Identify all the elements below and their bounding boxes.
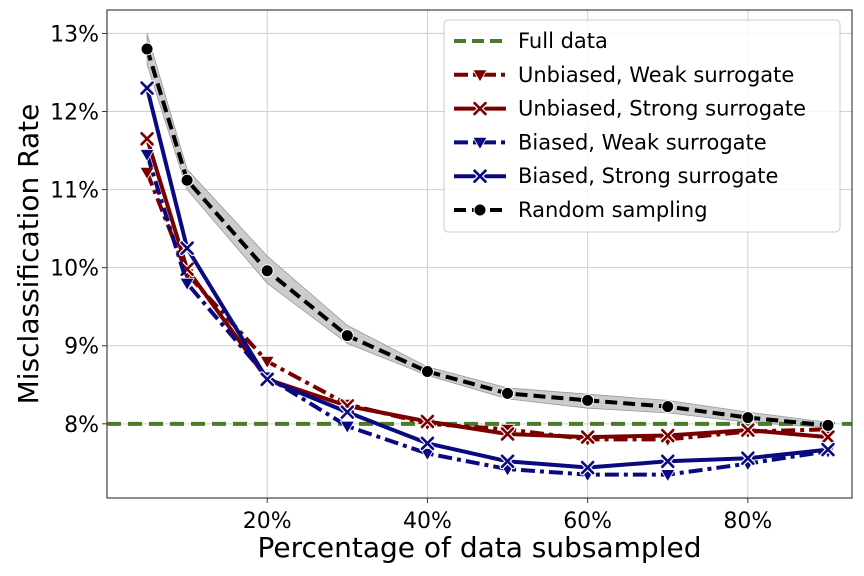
legend-label: Unbiased, Strong surrogate (518, 97, 806, 121)
series-1 (139, 130, 836, 446)
series-line (145, 138, 829, 440)
point-marker (139, 149, 155, 163)
point-marker (339, 420, 356, 434)
series-4 (140, 42, 835, 432)
y-axis-title: Misclassification Rate (12, 104, 45, 405)
point-marker (260, 264, 274, 278)
y-tick-label: 13% (50, 22, 99, 47)
point-marker (580, 430, 595, 444)
point-marker (473, 203, 487, 217)
point-marker (340, 405, 355, 419)
point-marker (139, 167, 155, 181)
legend-item: Biased, Strong surrogate (454, 164, 778, 188)
y-tick-label: 10% (50, 257, 99, 282)
legend-label: Full data (518, 29, 608, 53)
point-marker (741, 423, 755, 437)
legend-item: Random sampling (454, 198, 708, 222)
y-axis-ticks: 8% 9% 10% 11% 12% 13% (50, 22, 107, 438)
point-marker (821, 430, 835, 444)
point-marker (420, 365, 434, 379)
point-marker (340, 329, 354, 343)
legend-label: Biased, Strong surrogate (518, 164, 778, 188)
point-marker (741, 451, 755, 465)
point-marker (660, 428, 675, 443)
point-marker (420, 414, 435, 429)
x-tick-label: 60% (563, 509, 612, 534)
point-marker (472, 69, 488, 83)
legend: Full data Unbiased, Weak surrogate Unbiase… (443, 19, 841, 233)
x-tick-label: 80% (723, 509, 772, 534)
point-marker (179, 277, 195, 292)
point-marker (140, 42, 154, 56)
series-line (145, 153, 829, 477)
legend-label: Random sampling (518, 198, 708, 222)
point-marker (821, 442, 835, 457)
y-tick-label: 12% (50, 101, 99, 126)
y-tick-label: 8% (64, 413, 99, 438)
point-marker (473, 169, 487, 183)
point-marker (140, 81, 154, 95)
x-axis-ticks: 20% 40% 60% 80% (243, 498, 772, 534)
point-marker (472, 137, 488, 151)
y-tick-label: 11% (50, 179, 99, 204)
point-marker (500, 427, 515, 441)
point-marker (581, 393, 595, 407)
legend-item: Unbiased, Strong surrogate (454, 97, 806, 121)
legend-item: Biased, Weak surrogate (454, 130, 767, 154)
point-marker (660, 469, 676, 483)
point-marker (580, 460, 595, 475)
legend-label: Unbiased, Weak surrogate (518, 63, 794, 87)
point-marker (473, 101, 487, 116)
legend-label: Biased, Weak surrogate (518, 130, 767, 154)
legend-item: Full data (454, 29, 608, 53)
point-marker (259, 355, 275, 370)
point-marker (420, 436, 435, 451)
legend-item: Unbiased, Weak surrogate (454, 63, 794, 87)
point-marker (741, 411, 755, 425)
y-tick-label: 9% (64, 335, 99, 360)
point-marker (419, 448, 436, 462)
series-line (145, 87, 829, 470)
series-3 (139, 80, 836, 476)
point-marker (660, 454, 675, 469)
x-tick-label: 20% (243, 509, 292, 534)
series-line (145, 48, 829, 428)
point-marker (501, 386, 515, 400)
x-tick-label: 40% (403, 509, 452, 534)
point-marker (821, 418, 835, 432)
point-marker (661, 400, 675, 414)
plot-frame (106, 9, 853, 499)
legend-box (443, 19, 841, 233)
x-axis-title: Percentage of data subsampled (258, 531, 702, 564)
point-marker (260, 372, 275, 387)
series-layer (139, 42, 836, 483)
point-marker (500, 454, 515, 469)
point-marker (180, 241, 194, 255)
point-marker (180, 173, 194, 187)
point-marker (140, 132, 154, 146)
